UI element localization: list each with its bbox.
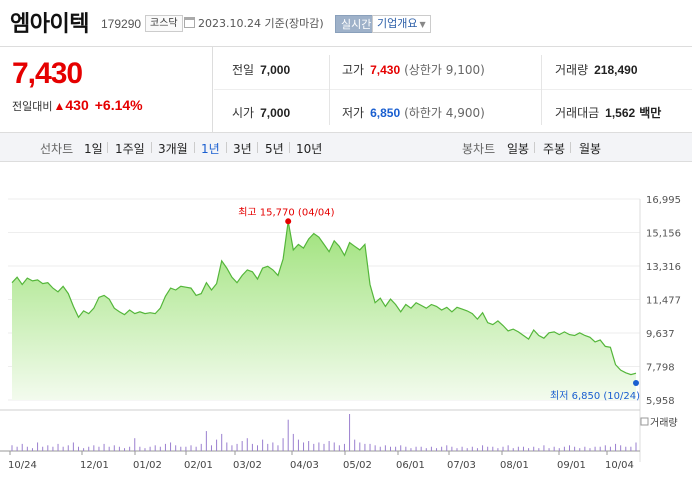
stat-amount: 거래대금 1,562 백만	[555, 104, 661, 121]
x-tick-label: 12/01	[80, 460, 109, 471]
y-tick-label: 15,156	[646, 229, 681, 240]
x-tick-label: 03/02	[233, 460, 262, 471]
tab-separator	[289, 142, 290, 153]
max-marker	[285, 218, 292, 225]
y-tick-label: 9,637	[646, 329, 675, 340]
tab-daily-candle[interactable]: 일봉	[507, 142, 530, 156]
tab-separator	[534, 142, 535, 153]
base-date-text: 2023.10.24 기준(장마감)	[198, 17, 324, 30]
y-tick-label: 13,316	[646, 262, 681, 273]
stat-volume: 거래량 218,490	[555, 61, 638, 78]
change-amount: 430	[65, 97, 89, 113]
current-price-box: 7,430 전일대비▲430 +6.14%	[0, 47, 213, 132]
x-tick-label: 08/01	[500, 460, 529, 471]
stat-low-sub: (하한가 4,900)	[404, 106, 485, 120]
stat-low: 저가 6,850 (하한가 4,900)	[342, 104, 485, 121]
current-price: 7,430	[12, 57, 83, 90]
x-tick-label: 06/01	[396, 460, 425, 471]
candle-chart-label: 봉차트	[462, 142, 496, 156]
realtime-button[interactable]: 실시간	[335, 15, 378, 33]
tab-3month[interactable]: 3개월	[158, 142, 188, 156]
market-badge: 코스닥	[145, 15, 183, 32]
base-date: 2023.10.24 기준(장마감)	[184, 15, 324, 33]
company-info-dropdown[interactable]: 기업개요 ▼	[372, 15, 431, 33]
tab-3year[interactable]: 3년	[233, 142, 252, 156]
y-tick-label: 16,995	[646, 195, 681, 206]
stat-open-value: 7,000	[260, 106, 291, 120]
y-tick-label: 11,477	[646, 296, 681, 307]
x-tick-label: 02/01	[184, 460, 213, 471]
price-chart-svg: 16,99515,15613,31611,4779,6377,7985,958 …	[0, 195, 681, 471]
stat-high-label: 고가	[342, 63, 365, 77]
stat-high-value: 7,430	[370, 63, 401, 77]
x-tick-label: 09/01	[557, 460, 586, 471]
company-info-label: 기업개요	[377, 17, 418, 30]
stat-prev-value: 7,000	[260, 63, 291, 77]
line-chart-label: 선차트	[40, 142, 74, 156]
min-label: 최저 6,850 (10/24)	[550, 390, 640, 402]
x-tick-label: 10/04	[605, 460, 634, 471]
tab-separator	[257, 142, 258, 153]
stock-code: 179290	[101, 17, 142, 31]
tab-10year[interactable]: 10년	[296, 142, 323, 156]
stat-prev: 전일 7,000	[232, 61, 290, 78]
change-percent: +6.14%	[94, 97, 143, 113]
tab-1week[interactable]: 1주일	[115, 142, 145, 156]
calendar-icon	[184, 17, 195, 28]
x-tick-label: 10/24	[8, 460, 37, 471]
stat-high: 고가 7,430 (상한가 9,100)	[342, 61, 485, 78]
chevron-down-icon: ▼	[419, 20, 426, 29]
tab-1year[interactable]: 1년	[201, 142, 220, 156]
price-chart[interactable]: 16,995 15,156 13,316 11,477 9,637 7,798 5,958 …	[0, 162, 692, 480]
stat-open: 시가 7,000	[232, 104, 290, 121]
stats-divider	[214, 89, 692, 90]
y-tick-label: 5,958	[646, 396, 675, 407]
volume-legend-icon	[640, 417, 649, 426]
tab-separator	[194, 142, 195, 153]
tab-separator	[226, 142, 227, 153]
stat-open-label: 시가	[232, 106, 255, 120]
price-change: 전일대비▲430 +6.14%	[12, 97, 143, 114]
stat-volume-value: 218,490	[594, 63, 638, 77]
max-label: 최고 15,770 (04/04)	[238, 206, 334, 218]
x-tick-label: 05/02	[343, 460, 372, 471]
stats-vdivider	[541, 55, 542, 125]
x-tick-label: 04/03	[290, 460, 319, 471]
tab-monthly-candle[interactable]: 월봉	[579, 142, 602, 156]
stock-header: 엠아이텍 179290 코스닥 2023.10.24 기준(장마감) 실시간 기…	[0, 0, 692, 46]
stat-high-sub: (상한가 9,100)	[404, 63, 485, 77]
tab-separator	[570, 142, 571, 153]
min-marker	[633, 380, 639, 386]
y-tick-label: 7,798	[646, 363, 675, 374]
price-stats: 전일 7,000 고가 7,430 (상한가 9,100) 거래량 218,490 시가…	[214, 47, 692, 132]
x-tick-label: 07/03	[447, 460, 476, 471]
stat-prev-label: 전일	[232, 63, 255, 77]
tab-weekly-candle[interactable]: 주봉	[543, 142, 566, 156]
stat-low-label: 저가	[342, 106, 365, 120]
stats-vdivider	[329, 55, 330, 125]
tab-separator	[151, 142, 152, 153]
stock-name: 엠아이텍	[10, 12, 89, 37]
stat-amount-unit: 백만	[639, 106, 662, 120]
x-tick-label: 01/02	[133, 460, 162, 471]
stat-volume-label: 거래량	[555, 63, 589, 77]
price-summary: 7,430 전일대비▲430 +6.14% 전일 7,000 고가 7,430 (상한가…	[0, 46, 692, 132]
tab-1day[interactable]: 1일	[84, 142, 103, 156]
price-line	[11, 221, 637, 376]
stat-amount-label: 거래대금	[555, 106, 600, 120]
change-label: 전일대비	[12, 100, 53, 113]
price-area	[12, 221, 636, 400]
stat-low-value: 6,850	[370, 106, 401, 120]
up-triangle-icon: ▲	[53, 99, 66, 113]
volume-label: 거래량	[650, 417, 678, 429]
stat-amount-value: 1,562	[605, 106, 636, 120]
tab-separator	[107, 142, 108, 153]
tab-5year[interactable]: 5년	[265, 142, 284, 156]
chart-period-tabs: 선차트 1일 1주일 3개월 1년 3년 5년 10년 봉차트 일봉 주봉 월봉	[0, 132, 692, 162]
